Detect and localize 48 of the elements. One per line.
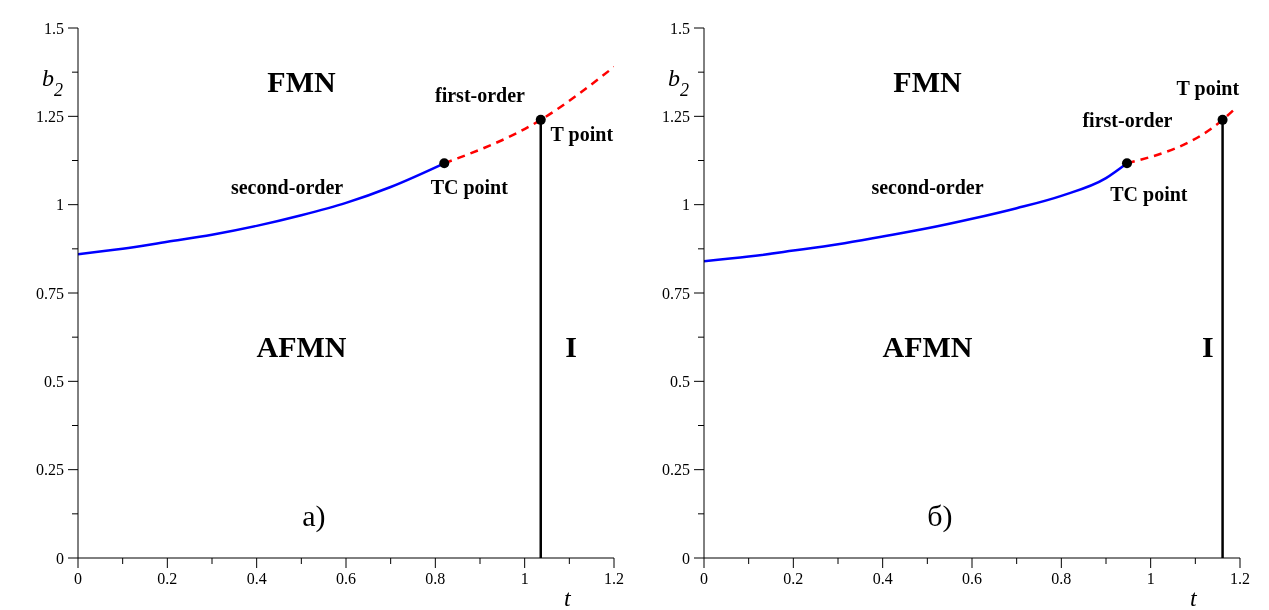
y-tick-label: 1.5 (670, 19, 690, 37)
annotation: second-order (871, 176, 984, 198)
y-tick-label: 0 (682, 549, 690, 567)
y-tick-label: 0.5 (44, 372, 64, 390)
x-tick-label: 1.2 (1230, 570, 1250, 587)
y-tick-label: 0.75 (662, 284, 690, 302)
x-tick-label: 1.2 (604, 570, 624, 587)
annotation: second-order (230, 176, 344, 198)
annotation: first-order (435, 84, 526, 107)
y-axis-title: b$_{2}$ (668, 65, 689, 100)
y-tick-label: 0.75 (36, 284, 64, 302)
annotation: AFMN (256, 329, 347, 363)
x-axis-title: t (564, 585, 572, 610)
x-tick-label: 0.2 (157, 570, 178, 587)
x-tick-label: 0 (74, 570, 82, 587)
annotation: T point (1176, 76, 1240, 100)
y-tick-label: 1 (56, 196, 64, 214)
annotation: AFMN (882, 329, 973, 363)
x-tick-label: 0.6 (336, 570, 356, 587)
annotation: I (565, 329, 577, 363)
x-tick-label: 0.2 (783, 570, 804, 587)
y-tick-label: 0.5 (670, 372, 690, 390)
x-axis-title: t (1190, 585, 1198, 610)
annotation: FMN (893, 64, 962, 98)
y-tick-label: 0.25 (36, 461, 64, 479)
y-tick-label: 0.25 (662, 461, 690, 479)
annotation: T point (550, 123, 614, 146)
annotation: TC point (430, 176, 509, 199)
x-tick-label: 0.4 (872, 570, 893, 587)
annotation: first-order (1082, 108, 1173, 131)
y-tick-label: 1.25 (36, 107, 64, 125)
y-tick-label: 1.5 (44, 19, 64, 37)
y-tick-label: 1.25 (662, 107, 690, 125)
annotation: I (1202, 329, 1214, 363)
y-axis-title: b$_{2}$ (42, 65, 63, 100)
x-tick-label: 0.6 (962, 570, 982, 587)
x-tick-label: 1 (520, 570, 529, 587)
x-tick-label: 0.4 (246, 570, 267, 587)
y-tick-label: 0 (56, 549, 64, 567)
annotation: TC point (1110, 182, 1188, 206)
x-tick-label: 0.8 (1051, 570, 1072, 587)
annotation: б) (927, 499, 953, 534)
x-tick-label: 0 (700, 570, 708, 587)
annotation: а) (302, 499, 326, 534)
x-tick-label: 1 (1146, 570, 1155, 587)
x-tick-label: 0.8 (425, 570, 446, 587)
annotation: FMN (267, 64, 336, 98)
y-tick-label: 1 (682, 196, 690, 214)
